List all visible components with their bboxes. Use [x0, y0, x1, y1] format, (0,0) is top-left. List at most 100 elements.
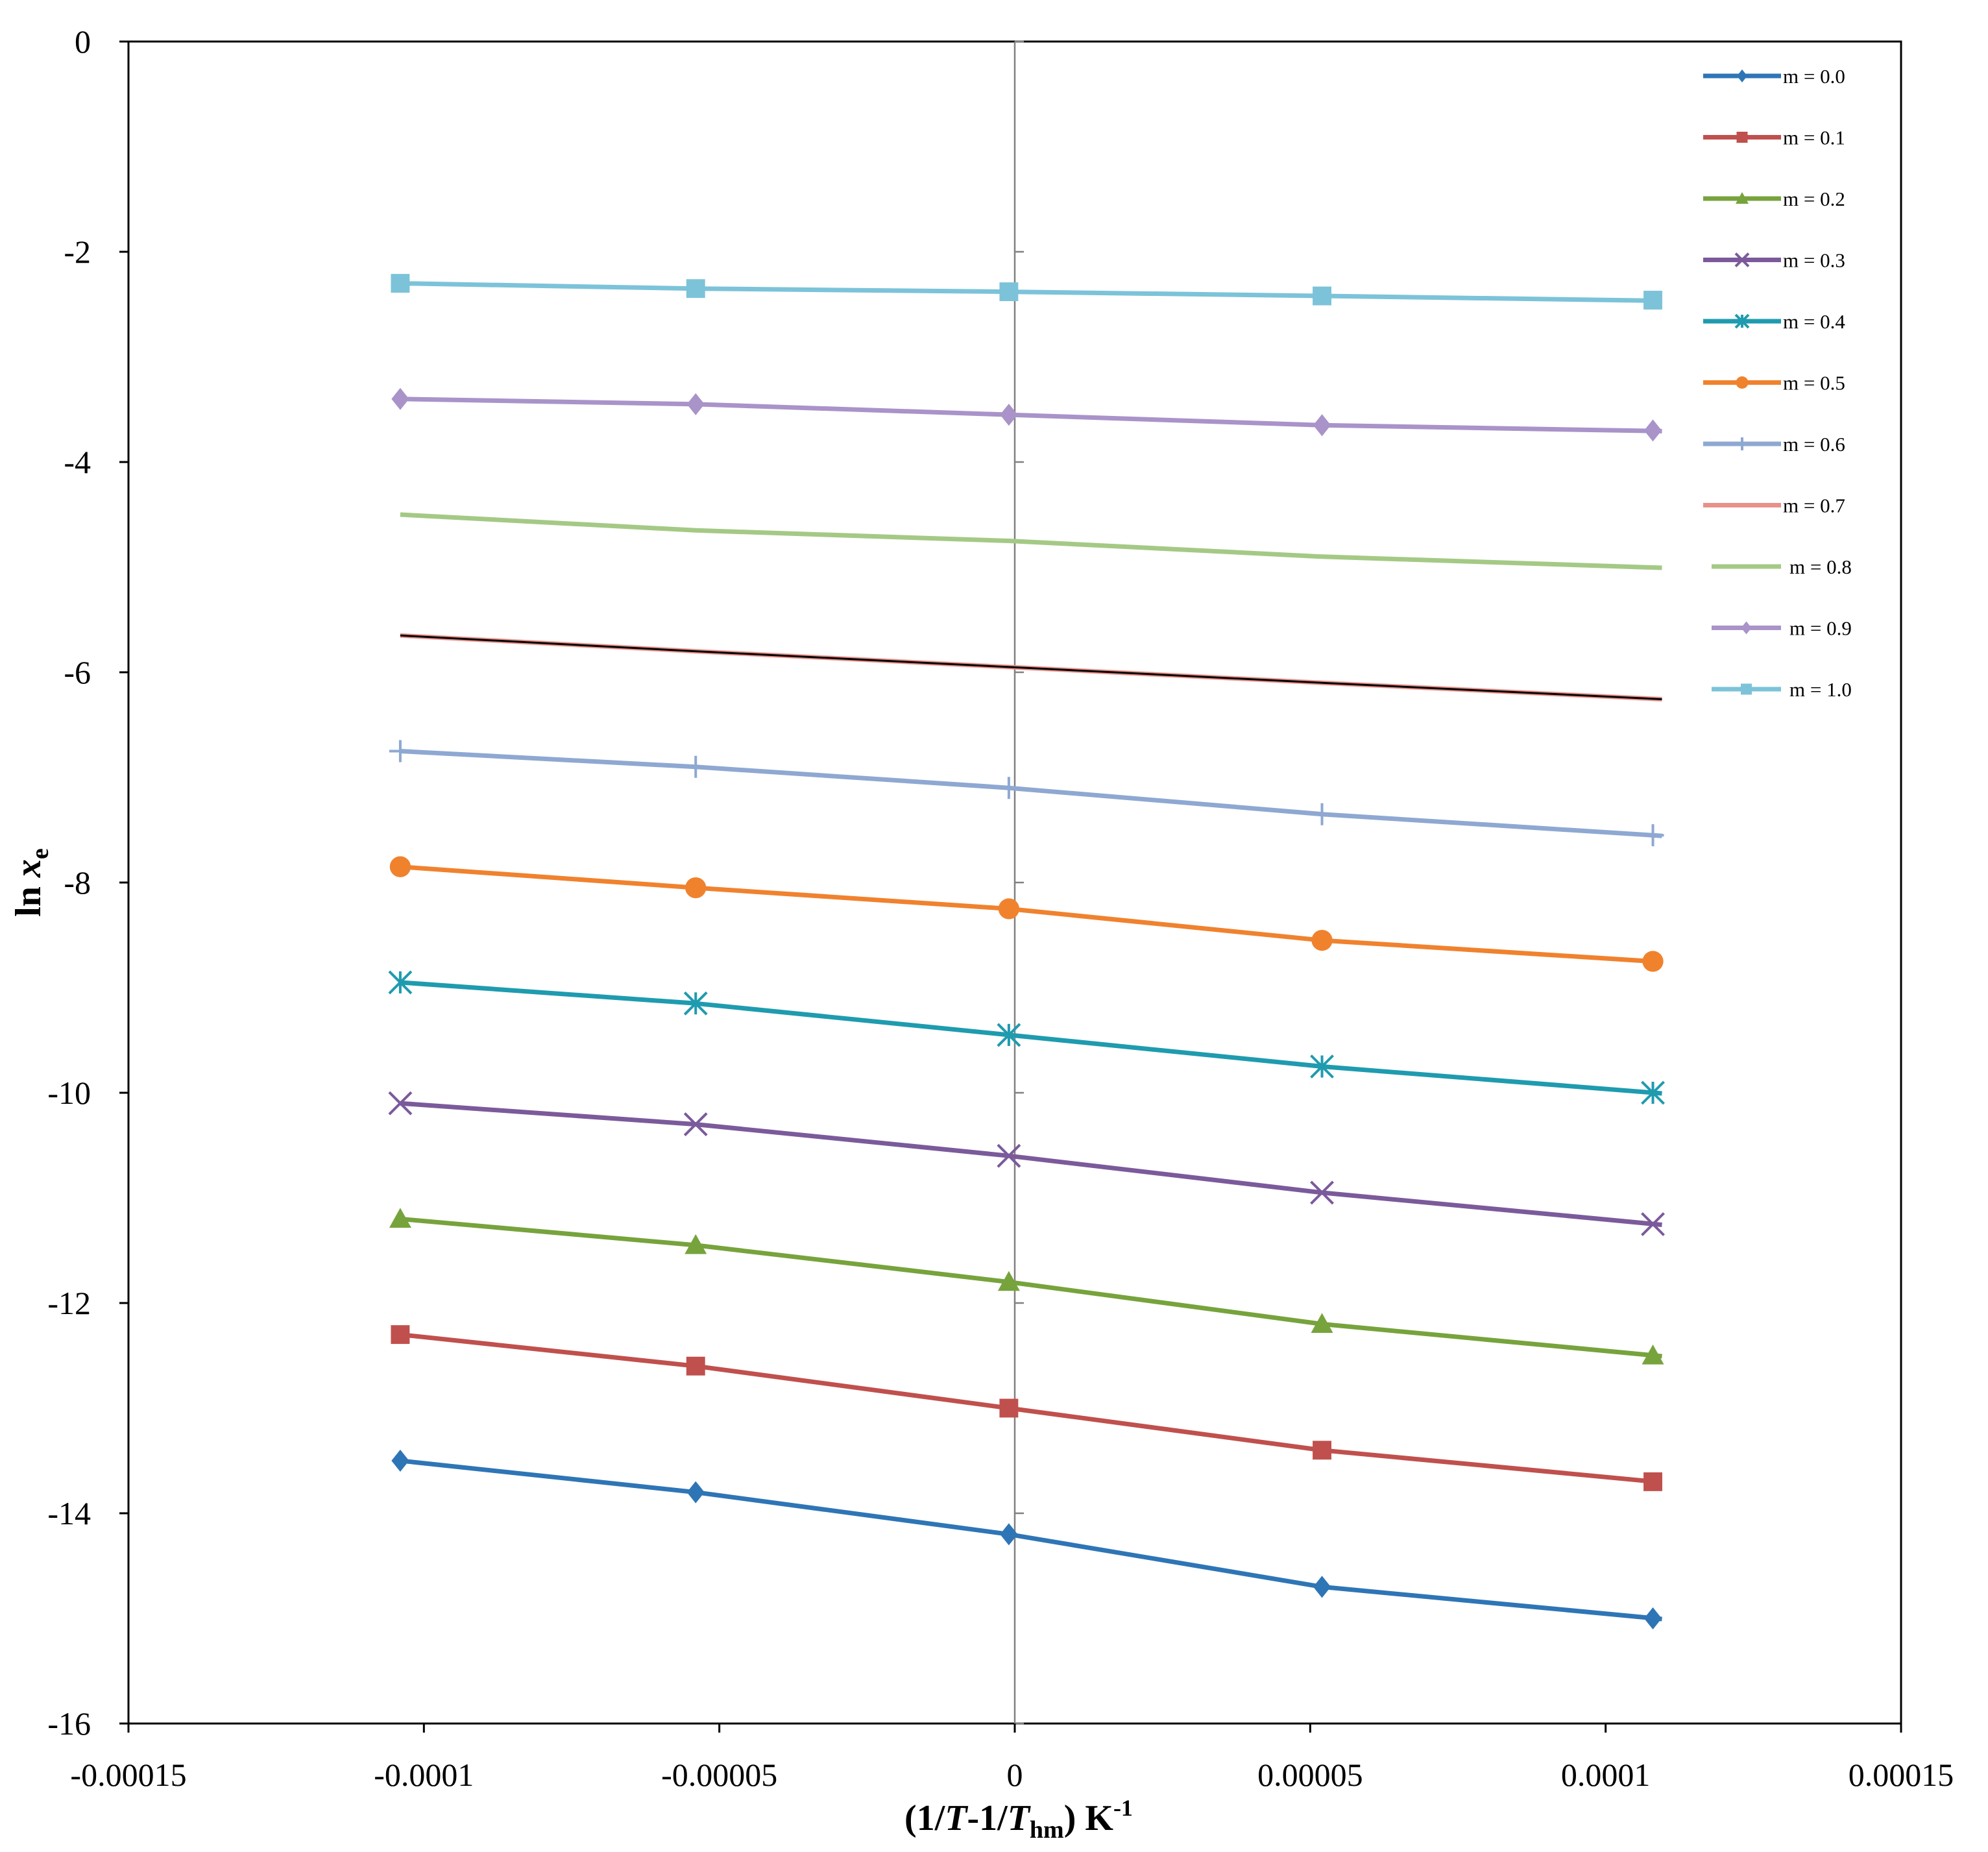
- data-point: [997, 1023, 1021, 1047]
- data-point: [997, 777, 1020, 799]
- data-point: [1642, 1345, 1664, 1365]
- data-point: [686, 1481, 705, 1504]
- legend-marker: [1736, 132, 1748, 143]
- y-axis-title: ln xe: [8, 848, 54, 917]
- x-tick-label: 0: [1007, 1757, 1023, 1793]
- series-6: [389, 740, 1664, 847]
- data-point: [685, 1234, 707, 1254]
- data-point: [1310, 1054, 1334, 1078]
- series-4: [388, 970, 1665, 1105]
- data-point: [389, 856, 411, 877]
- data-point: [683, 991, 708, 1016]
- data-point: [389, 740, 411, 762]
- legend-item: m = 0.7: [1703, 494, 1845, 517]
- legend-marker: [1736, 376, 1749, 389]
- series-8: [400, 512, 1662, 570]
- legend-item: m = 0.8: [1712, 555, 1852, 578]
- data-point: [391, 1450, 409, 1472]
- y-tick-label: -16: [47, 1705, 91, 1742]
- legend-label: m = 0.4: [1783, 310, 1845, 333]
- legend-item: m = 0.3: [1703, 249, 1845, 272]
- legend-item: m = 0.2: [1703, 188, 1845, 210]
- legend-item: m = 1.0: [1712, 678, 1852, 701]
- data-point: [1313, 286, 1331, 306]
- data-point: [1310, 1180, 1334, 1205]
- legend-label: m = 0.9: [1789, 617, 1852, 640]
- x-axis-title: (1/T-1/Thm) K-1: [904, 1795, 1133, 1844]
- legend-marker: [1741, 683, 1752, 695]
- data-point: [997, 1143, 1021, 1168]
- data-point: [685, 755, 707, 778]
- series-line: [400, 1458, 1662, 1622]
- data-point: [1313, 414, 1331, 437]
- legend-marker: [1737, 69, 1747, 82]
- y-tick-label: -14: [47, 1495, 91, 1531]
- y-tick-label: -12: [47, 1285, 91, 1321]
- legend-item: m = 0.5: [1703, 372, 1845, 395]
- y-tick-label: -8: [64, 864, 91, 901]
- legend: m = 0.0 m = 0.1 m = 0.2 m = 0.3 m = 0.4 m = 0…: [1703, 65, 1852, 701]
- series-line: [400, 1101, 1662, 1227]
- y-tick-label: -2: [64, 234, 91, 270]
- legend-label: m = 0.1: [1783, 127, 1845, 149]
- legend-item: m = 0.9: [1712, 617, 1852, 640]
- data-point: [1311, 803, 1333, 825]
- data-point: [997, 1271, 1020, 1291]
- series-line: [400, 1332, 1662, 1485]
- data-point: [1643, 1607, 1662, 1629]
- series-10: [391, 274, 1662, 310]
- legend-label: m = 0.2: [1783, 188, 1845, 210]
- data-point: [391, 387, 409, 410]
- series-line: [400, 864, 1662, 964]
- legend-marker: [1734, 252, 1750, 267]
- data-point: [388, 970, 413, 995]
- x-tick-label: -0.00005: [661, 1757, 777, 1793]
- y-tick-label: -6: [64, 654, 91, 690]
- data-point: [1642, 951, 1664, 972]
- legend-item: m = 0.1: [1703, 127, 1845, 149]
- data-point: [683, 1112, 708, 1137]
- data-point: [998, 898, 1020, 920]
- data-point: [686, 279, 705, 299]
- data-point: [1642, 824, 1664, 847]
- series-line: [400, 396, 1662, 433]
- legend-item: m = 0.6: [1703, 433, 1845, 456]
- data-point: [391, 274, 410, 293]
- legend-label: m = 1.0: [1789, 678, 1852, 701]
- series-line: [400, 281, 1662, 303]
- x-tick-label: 0.00015: [1849, 1757, 1954, 1793]
- legend-marker: [1734, 313, 1750, 329]
- data-point: [999, 1398, 1019, 1418]
- y-tick-label: 0: [75, 23, 91, 60]
- data-point: [1641, 1212, 1665, 1236]
- data-point: [1643, 1472, 1662, 1491]
- data-point: [999, 282, 1019, 302]
- data-point: [1311, 929, 1333, 951]
- data-point: [391, 1325, 410, 1345]
- axes: 0 -2 -4 -6 -8 -10 -12 -14 -16 -0.00015 -0.0001 -0.0…: [47, 23, 1954, 1793]
- series-5: [389, 856, 1664, 972]
- data-point: [1641, 1080, 1665, 1105]
- legend-label: m = 0.7: [1783, 494, 1845, 517]
- data-point: [685, 877, 707, 899]
- series-line: [400, 980, 1662, 1096]
- series-1: [391, 1325, 1662, 1491]
- x-tick-label: 0.00005: [1257, 1757, 1363, 1793]
- data-point: [1313, 1576, 1331, 1598]
- series-3: [388, 1091, 1665, 1236]
- legend-item: m = 0.4: [1703, 310, 1845, 333]
- data-point: [1643, 291, 1662, 310]
- series-line: [400, 512, 1662, 570]
- legend-label: m = 0.0: [1783, 65, 1845, 88]
- data-point: [1311, 1313, 1333, 1333]
- y-tick-label: -10: [47, 1075, 91, 1111]
- data-point: [1000, 404, 1018, 426]
- data-point: [686, 1356, 705, 1376]
- legend-marker: [1741, 621, 1752, 635]
- data-point: [1313, 1441, 1331, 1460]
- data-point: [1643, 419, 1662, 442]
- series-0: [391, 1450, 1662, 1629]
- x-tick-label: 0.0001: [1561, 1757, 1651, 1793]
- x-tick-label: -0.0001: [374, 1757, 474, 1793]
